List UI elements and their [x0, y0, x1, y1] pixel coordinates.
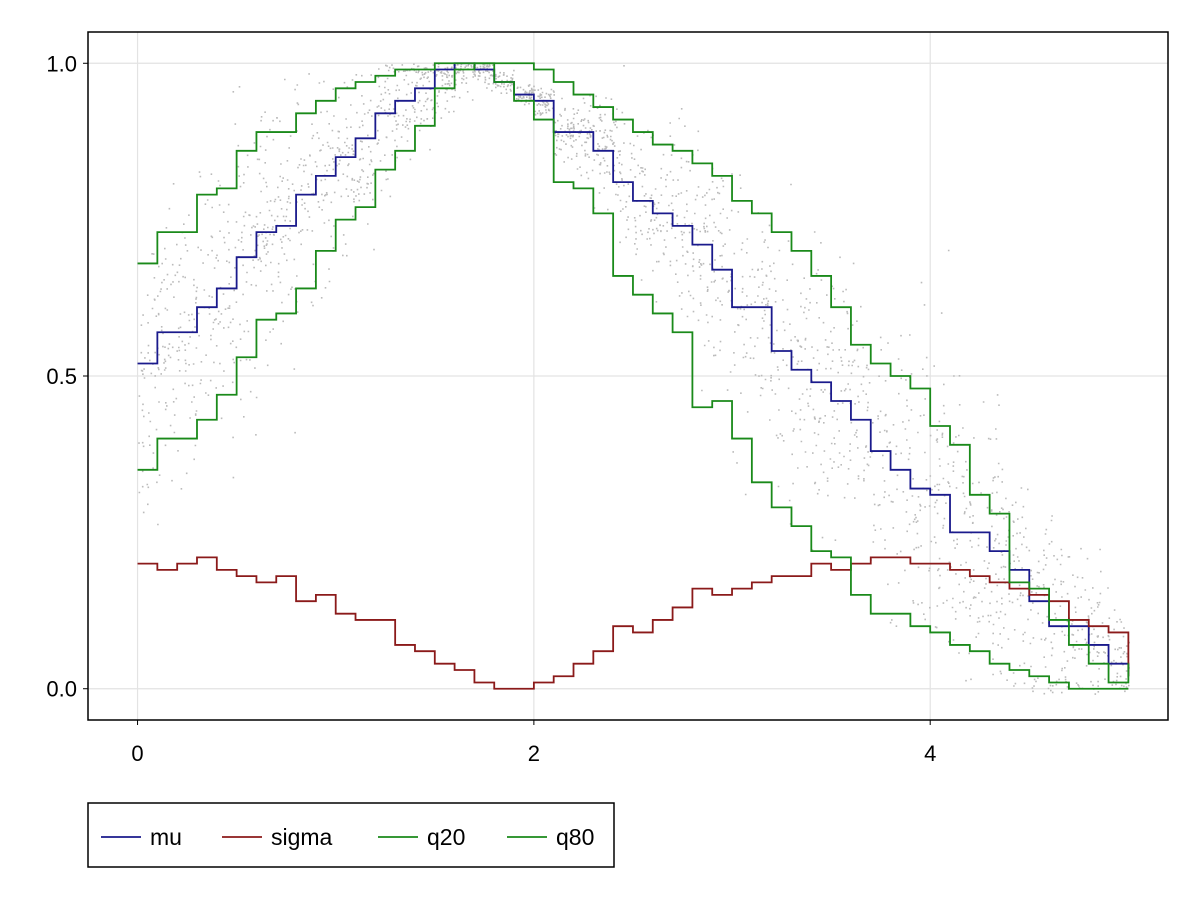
series-line-sigma — [137, 556, 1130, 690]
grid-lines — [88, 32, 1168, 720]
x-axis-ticks: 0 2 4 — [131, 720, 936, 766]
legend-label-sigma: sigma — [271, 824, 333, 850]
series-line-mu — [137, 62, 1130, 678]
y-axis-ticks: 0.0 0.5 1.0 — [46, 51, 88, 702]
scatter-points — [138, 63, 1130, 695]
legend-label-q20: q20 — [427, 824, 465, 850]
y-tick-label: 0.0 — [46, 677, 77, 702]
x-tick-label: 2 — [528, 741, 540, 766]
series-line-q80 — [137, 62, 1130, 684]
legend-label-q80: q80 — [556, 824, 594, 850]
legend-label-mu: mu — [150, 824, 182, 850]
legend: mu sigma q20 q80 — [87, 802, 615, 868]
legend-frame — [87, 802, 615, 868]
x-tick-label: 4 — [924, 741, 936, 766]
y-tick-label: 0.5 — [46, 364, 77, 389]
y-tick-label: 1.0 — [46, 51, 77, 76]
scatter-sample-points — [138, 63, 1130, 695]
x-tick-label: 0 — [131, 741, 143, 766]
series-line-q20 — [137, 62, 1129, 690]
series-lines — [137, 62, 1130, 690]
